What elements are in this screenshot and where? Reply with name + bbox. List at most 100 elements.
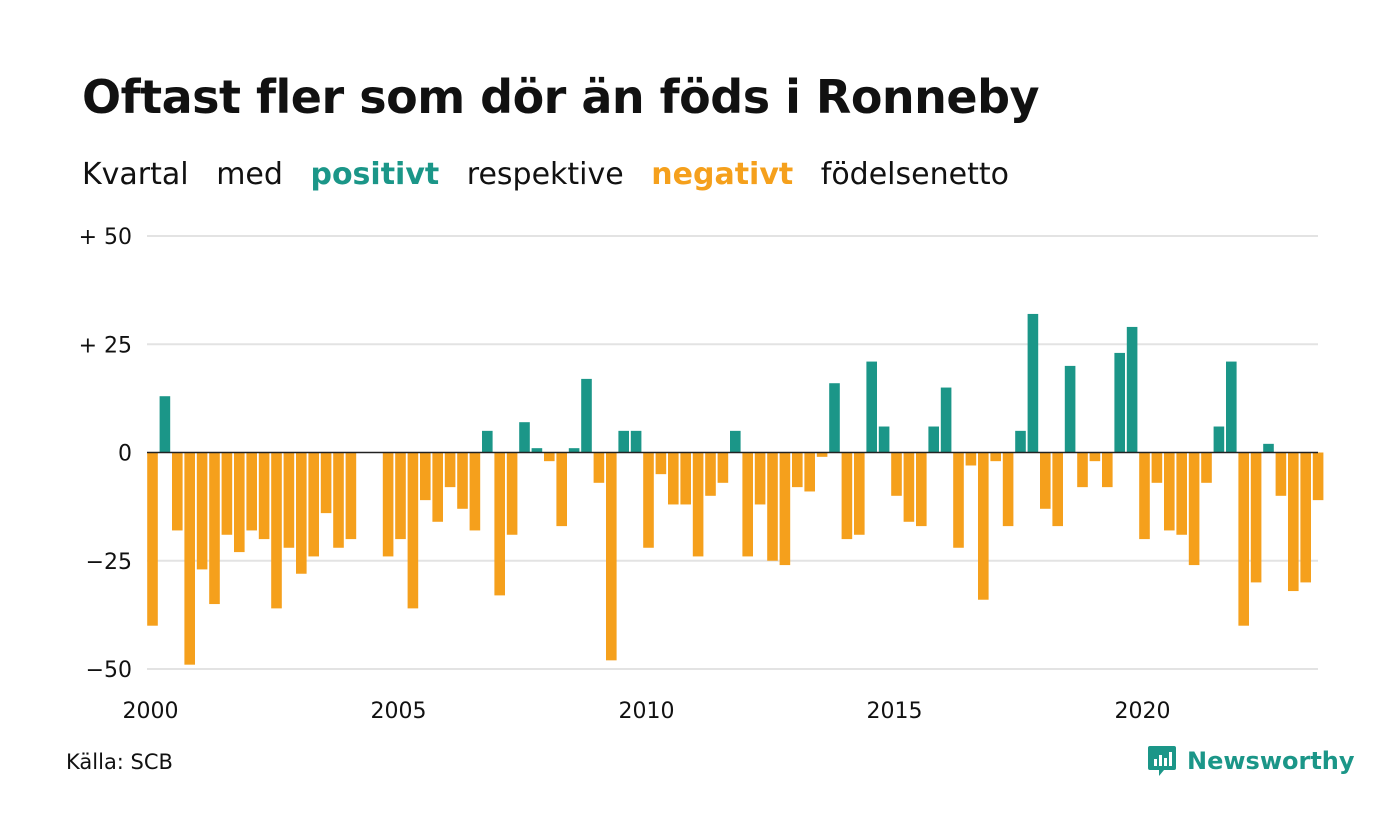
x-tick-label: 2015: [867, 699, 923, 724]
bar: [1164, 452, 1175, 531]
subtitle-word-respektive: respektive: [466, 157, 624, 192]
y-tick-label: −50: [86, 658, 132, 683]
bar: [544, 452, 555, 462]
bar: [593, 452, 605, 483]
bar: [308, 452, 319, 557]
bar: [866, 361, 877, 453]
bar: [209, 452, 220, 605]
bar: [829, 383, 840, 453]
bar: [172, 452, 183, 531]
bar: [668, 452, 679, 505]
bar: [940, 387, 952, 453]
bar: [1040, 452, 1051, 509]
bar: [345, 452, 357, 540]
bar: [1002, 452, 1014, 527]
bar: [1027, 313, 1039, 453]
bar: [705, 452, 716, 496]
bar: [1102, 452, 1113, 488]
subtitle-positive-label: positivt: [310, 157, 440, 192]
bar: [184, 452, 195, 665]
bar: [1139, 452, 1150, 540]
bar: [494, 452, 505, 596]
bar: [1201, 452, 1212, 483]
chart-subtitle: Kvartal med positivt respektive negativt…: [82, 157, 1027, 192]
bar: [382, 452, 394, 557]
bar: [717, 452, 729, 483]
bar: [407, 452, 419, 609]
bar: [147, 452, 158, 626]
bar: [792, 452, 803, 488]
bar: [804, 452, 815, 492]
bar: [395, 452, 406, 540]
bar: [990, 452, 1001, 462]
bar: [1226, 361, 1237, 453]
bar: [1213, 426, 1225, 453]
newsworthy-logo-icon: [1148, 746, 1176, 776]
bar: [246, 452, 257, 531]
y-tick-label: + 50: [79, 225, 132, 250]
bar: [1015, 430, 1026, 453]
bar: [630, 430, 642, 453]
bar: [606, 452, 617, 661]
bar: [692, 452, 704, 557]
bar: [457, 452, 468, 509]
bar: [643, 452, 654, 548]
bar: [928, 426, 939, 453]
bar: [1275, 452, 1287, 496]
bar: [1300, 452, 1311, 583]
subtitle-word-fodelsenetto: födelsenetto: [820, 157, 1009, 192]
bar: [965, 452, 977, 466]
bar: [482, 430, 493, 453]
bar: [618, 430, 629, 453]
bar: [196, 452, 208, 570]
bar: [916, 452, 927, 527]
bar: [531, 448, 543, 453]
bar: [680, 452, 691, 505]
subtitle-word-kvartal: Kvartal: [82, 157, 189, 192]
x-tick-label: 2020: [1115, 699, 1171, 724]
bar: [903, 452, 915, 522]
bar: [469, 452, 481, 531]
bar: [1288, 452, 1299, 592]
bar: [1312, 452, 1324, 501]
chart-title: Oftast fler som dör än föds i Ronneby: [82, 70, 1040, 124]
y-tick-label: + 25: [79, 333, 132, 358]
bar: [1176, 452, 1187, 535]
bar: [1077, 452, 1088, 488]
bar: [779, 452, 791, 566]
bar: [754, 452, 766, 505]
source-note: Källa: SCB: [66, 750, 173, 774]
bar: [655, 452, 667, 475]
bar: [506, 452, 518, 535]
bar: [978, 452, 989, 600]
y-tick-label: −25: [86, 550, 132, 575]
x-tick-label: 2005: [371, 699, 427, 724]
bar: [1238, 452, 1249, 626]
y-tick-label: 0: [118, 442, 132, 467]
bar: [1064, 365, 1076, 453]
bar: [1114, 352, 1125, 453]
bar: [953, 452, 964, 548]
bar: [1188, 452, 1200, 566]
subtitle-negative-label: negativt: [651, 157, 794, 192]
bar: [258, 452, 270, 540]
bar: [816, 452, 828, 457]
bar: [730, 430, 741, 453]
bar: [159, 396, 171, 453]
bar: [891, 452, 902, 496]
bar: [1151, 452, 1163, 483]
bar: [767, 452, 778, 561]
bar: [1052, 452, 1063, 527]
bar: [444, 452, 456, 488]
bar: [556, 452, 567, 527]
x-tick-label: 2000: [123, 699, 179, 724]
bar: [742, 452, 753, 557]
bar: [432, 452, 443, 522]
bar: [221, 452, 233, 535]
x-tick-label: 2010: [619, 699, 675, 724]
bar: [581, 378, 592, 453]
bar: [420, 452, 431, 501]
bar: [878, 426, 890, 453]
bar: [271, 452, 282, 609]
